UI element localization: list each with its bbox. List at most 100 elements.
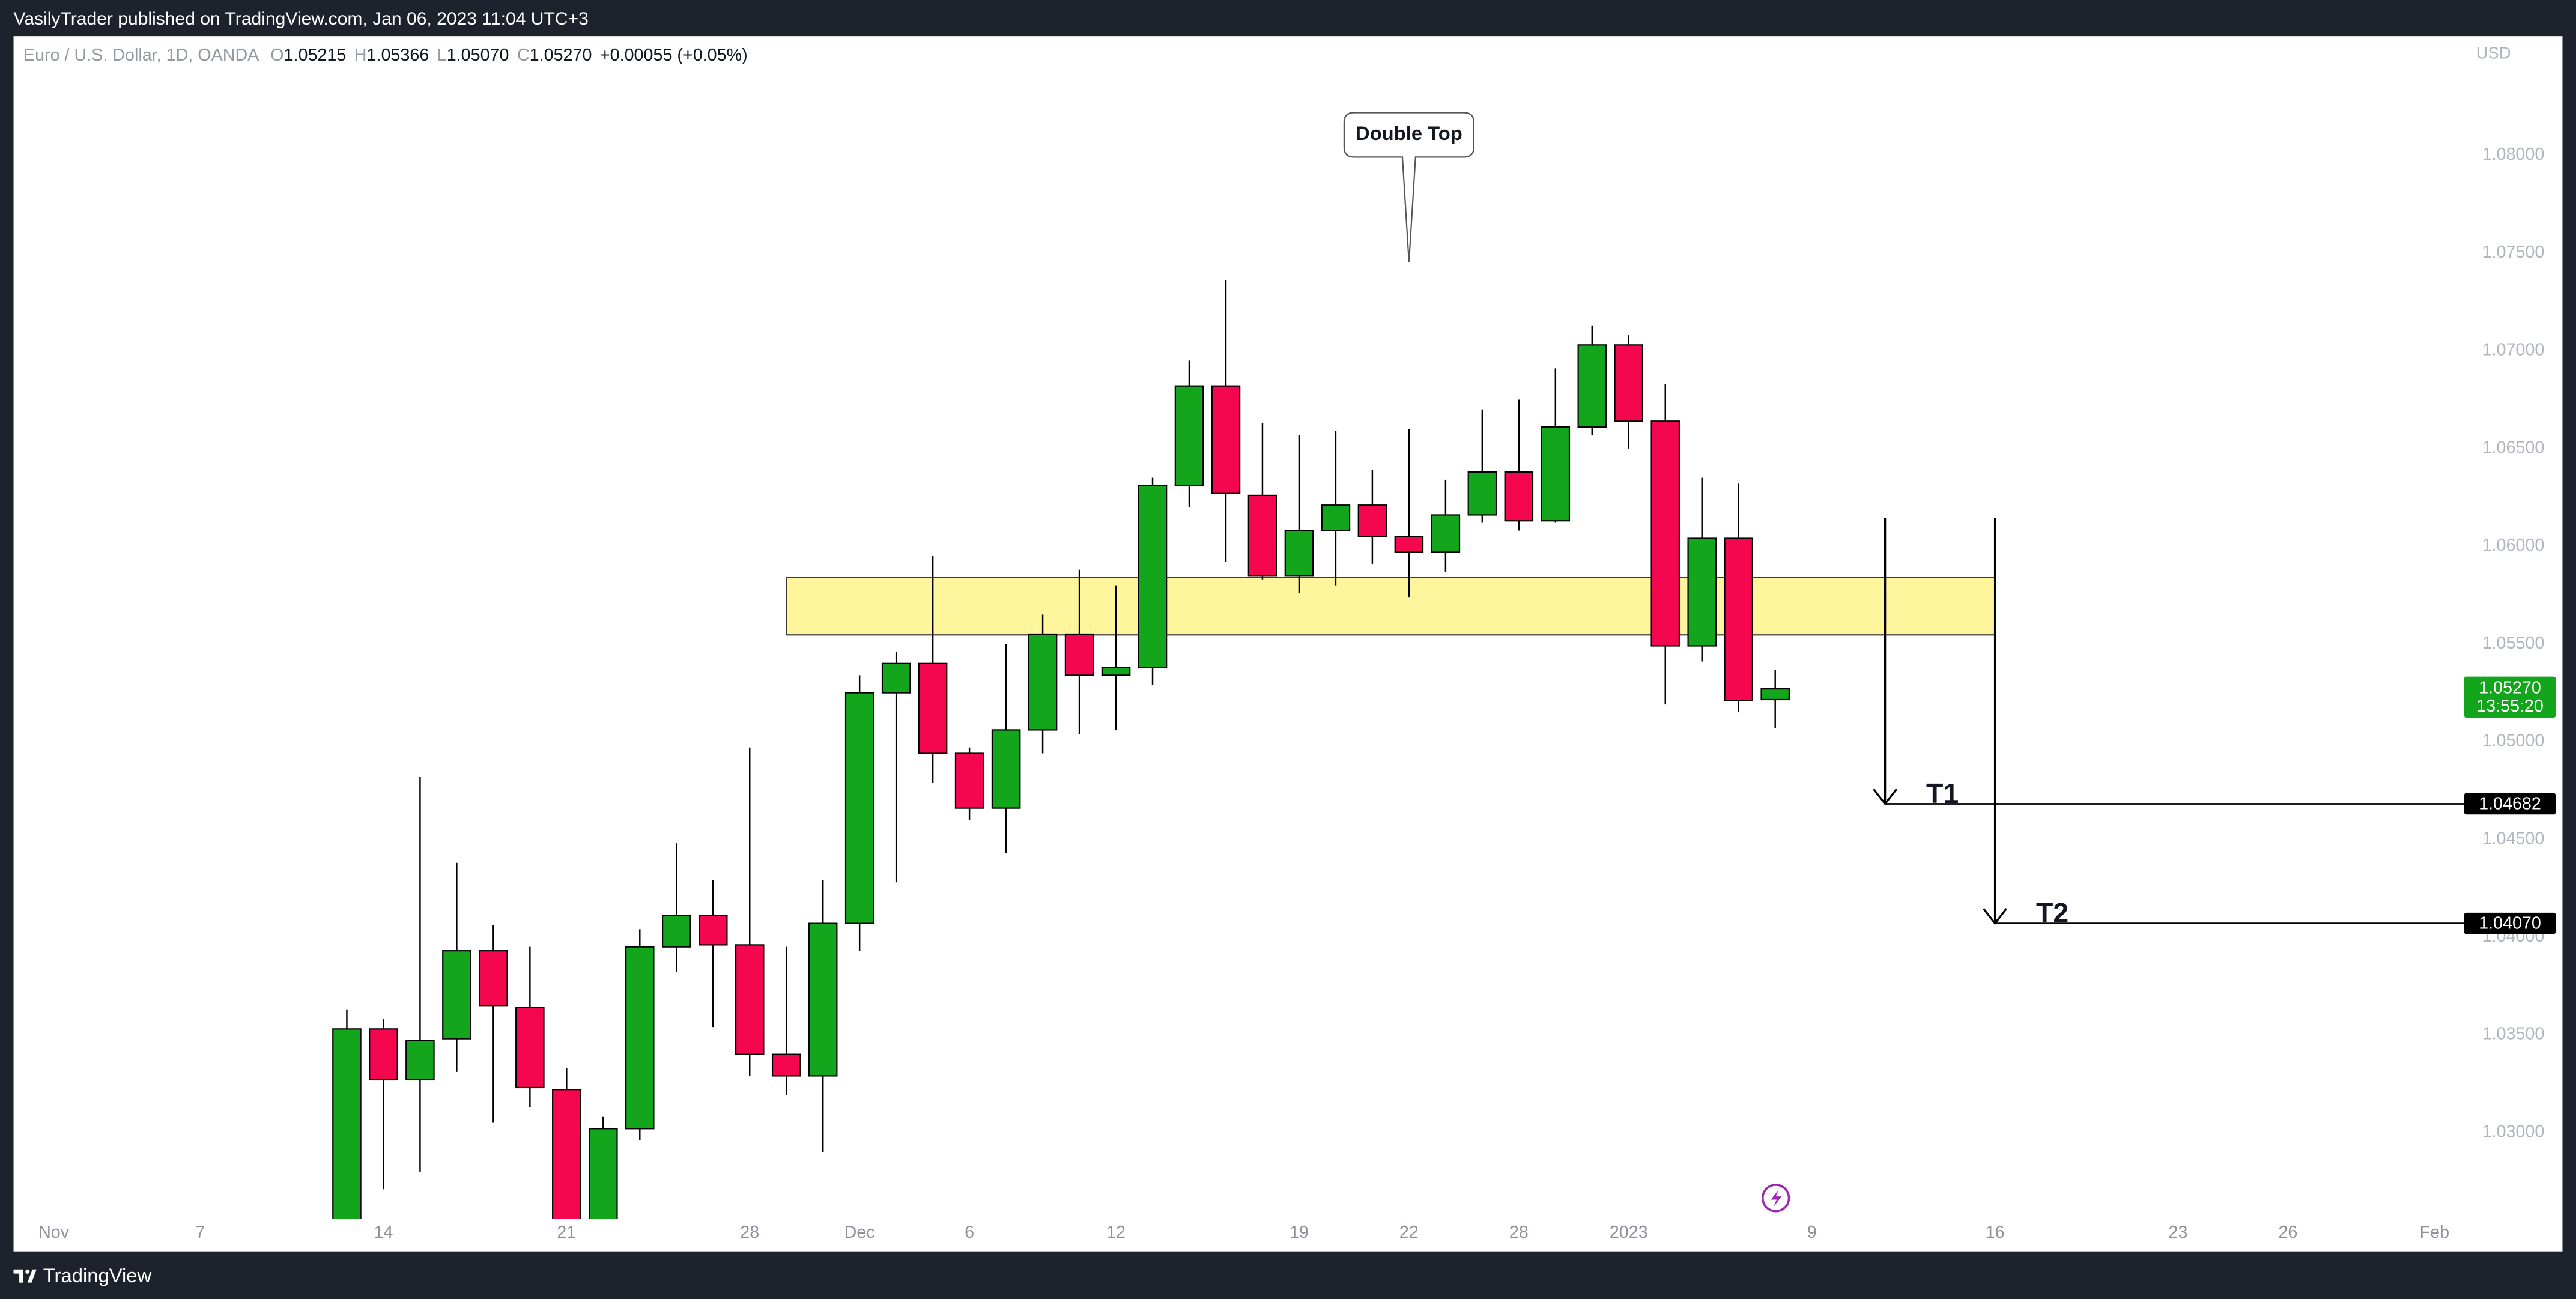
legend-value: 1.05270 (530, 46, 592, 65)
y-tick-label: 1.05000 (2482, 731, 2545, 751)
target-label: T2 (2036, 897, 2068, 928)
x-tick-label: 2023 (1610, 1223, 1648, 1242)
x-tick-label: 21 (557, 1223, 576, 1242)
candle-body (1467, 471, 1497, 516)
callout (1343, 112, 1474, 262)
x-tick-label: Feb (2420, 1223, 2449, 1242)
candle-body (1687, 537, 1717, 647)
y-tick-label: 1.06000 (2482, 536, 2545, 555)
current-price-label: 1.05270 (2479, 679, 2541, 698)
candle-body (1504, 471, 1534, 522)
candle-body (1138, 485, 1168, 668)
legend-key: H (354, 46, 367, 65)
currency: USD (2476, 43, 2511, 62)
candle-body (1174, 385, 1204, 486)
x-tick-label: 22 (1399, 1223, 1419, 1242)
candle-body (1247, 494, 1277, 577)
x-tick-label: 16 (1986, 1223, 2005, 1242)
candle-body (662, 915, 691, 948)
price-tag-label: 1.04070 (2479, 914, 2541, 933)
candle-body (369, 1028, 398, 1081)
x-tick-label: 26 (2278, 1223, 2297, 1242)
x-tick-label: 28 (740, 1223, 759, 1242)
candle-body (1760, 688, 1790, 701)
candle-body (735, 944, 765, 1055)
price-tag (2464, 793, 2556, 815)
candle-body (881, 662, 911, 694)
candle-body (625, 946, 655, 1130)
target-label: T1 (1926, 778, 1959, 809)
candle-body (1211, 385, 1241, 494)
candle-body (589, 1128, 618, 1219)
legend: Euro / U.S. Dollar, 1D, OANDA O1.05215 H… (23, 46, 748, 65)
x-tick-label: Nov (38, 1223, 70, 1242)
arrow-head (1873, 788, 1898, 806)
legend-value: 1.05070 (447, 46, 509, 65)
y-tick-label: 1.05500 (2482, 634, 2545, 653)
y-tick-label: 1.04500 (2482, 829, 2545, 848)
candle-body (332, 1028, 362, 1219)
x-tick-label: 28 (1509, 1223, 1529, 1242)
candle-body (1724, 537, 1753, 701)
x-tick-label: Dec (844, 1223, 875, 1242)
candle-body (954, 752, 984, 809)
arrow-head (1983, 907, 2008, 925)
plot (332, 280, 1996, 1219)
candle-body (1101, 667, 1131, 676)
x-tick-label: 19 (1290, 1223, 1309, 1242)
candle-body (1614, 344, 1644, 422)
candle-body (1394, 536, 1424, 553)
y-tick-label: 1.07000 (2482, 341, 2545, 360)
candle-body (698, 915, 728, 946)
x-tick-label: 9 (1807, 1223, 1817, 1242)
candle-body (1650, 420, 1680, 647)
x-tick-label: 14 (374, 1223, 393, 1242)
callout-text: Double Top (1356, 122, 1462, 144)
chart-area (13, 36, 2563, 1252)
y-tick-label: 1.03000 (2482, 1122, 2545, 1141)
price-tag-label: 1.04682 (2479, 794, 2541, 813)
candle-body (405, 1040, 435, 1081)
candle-body (991, 729, 1021, 809)
candle-body (1028, 633, 1058, 731)
candle-body (515, 1007, 545, 1089)
candle-body (918, 662, 948, 754)
legend-value: 1.05215 (284, 46, 347, 65)
candle-body (479, 950, 508, 1007)
price-tag (2464, 912, 2556, 934)
candle-body (1284, 530, 1314, 577)
y-tick-label: 1.08000 (2482, 145, 2545, 164)
candle-body (1321, 504, 1351, 531)
x-tick-label: 23 (2169, 1223, 2188, 1242)
x-tick-label: 6 (965, 1223, 974, 1242)
y-tick-label: 1.06500 (2482, 438, 2545, 457)
brand: TradingView (43, 1264, 152, 1286)
y-tick-label: 1.07500 (2482, 243, 2545, 262)
legend-key: O (270, 46, 283, 65)
y-tick-label: 1.03500 (2482, 1025, 2545, 1044)
legend-key: C (517, 46, 530, 65)
candle-body (1541, 426, 1571, 522)
x-tick-label: 7 (196, 1223, 205, 1242)
current-price-tag (2464, 676, 2556, 718)
resistance-zone (786, 577, 1996, 636)
candle-body (844, 692, 874, 924)
publisher: VasilyTrader published on TradingView.co… (14, 9, 589, 29)
legend-change: +0.00055 (+0.05%) (600, 46, 748, 65)
replay-icon (1761, 1184, 1790, 1213)
candle-body (1064, 633, 1094, 676)
candle-body (808, 922, 838, 1077)
legend-key: L (437, 46, 447, 65)
legend-value: 1.05366 (367, 46, 429, 65)
candle-body (1431, 514, 1461, 553)
candle-body (1357, 504, 1387, 537)
candle-body (552, 1089, 581, 1219)
candle-body (771, 1053, 801, 1077)
countdown: 13:55:20 (2476, 697, 2544, 716)
x-tick-label: 12 (1106, 1223, 1126, 1242)
symbol: Euro / U.S. Dollar, 1D, OANDA (23, 46, 259, 65)
candle-body (442, 950, 471, 1040)
